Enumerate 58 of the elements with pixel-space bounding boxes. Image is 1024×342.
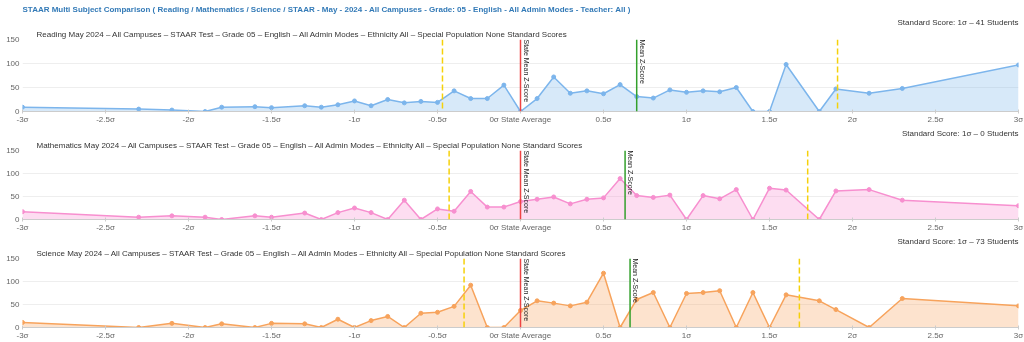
chart-title: Science May 2024 – All Campuses – STAAR Test – Grade 05 – English – All Admin Modes – Ethnicity All – Special Population None Standard Scores [36,249,566,258]
x-tick-label: 1.5σ [761,222,778,232]
y-tick-label: 100 [6,277,21,286]
x-tick-label: 2σ [847,114,858,124]
x-tick-label: -1.5σ [262,114,281,124]
x-tick-label: 3σ [1013,114,1024,124]
x-tick-label: -0.5σ [428,330,447,340]
x-tick-label: -2.5σ [96,330,115,340]
x-tick-label: 1σ [681,114,692,124]
y-tick-label: 50 [10,192,21,201]
y-tick-label: 0 [15,107,21,116]
x-tick-label: 2σ [847,222,858,232]
x-tick-label: 1.5σ [761,114,778,124]
x-tick-label: 1σ [681,222,692,232]
x-tick-label: 3σ [1013,330,1024,340]
x-tick-label: 0.5σ [595,114,612,124]
x-tick-label: -1σ [348,330,361,340]
x-tick-label: 0σ State Average [489,222,552,232]
y-tick-label: 50 [10,300,21,309]
x-tick-label: 2.5σ [927,114,944,124]
x-tick-label: -2.5σ [96,114,115,124]
chart-title: Mathematics May 2024 – All Campuses – STAAR Test – Grade 05 – English – All Admin Modes – Ethnicity All – Special Population None Standard Scores [36,141,583,150]
x-tick-label: -1.5σ [262,330,281,340]
x-tick-label: -1σ [348,222,361,232]
x-tick-label: -2.5σ [96,222,115,232]
text: STAAR Multi Subject Comparison ( Reading / Mathematics / Science / STAAR - May - 2024 - All Campuses - Grade: 05 - English - All Admin Modes - Teacher: All ) [22,4,631,14]
y-tick-label: 100 [6,59,21,68]
x-tick-label: 2.5σ [927,222,944,232]
x-tick-label: -2σ [182,114,195,124]
x-tick-label: -0.5σ [428,114,447,124]
chart-subtitle: Standard Score: 1σ – 0 Students [901,129,1019,138]
x-tick-label: -3σ [16,222,29,232]
x-tick-label: 1.5σ [761,330,778,340]
x-tick-label: -1.5σ [262,222,281,232]
x-tick-label: 0.5σ [595,222,612,232]
chart-subtitle: Standard Score: 1σ – 41 Students [897,18,1019,27]
x-tick-label: -0.5σ [428,222,447,232]
x-tick-label: -2σ [182,222,195,232]
y-tick-label: 50 [10,83,21,92]
x-tick-label: -3σ [16,330,29,340]
x-tick-label: 2.5σ [927,330,944,340]
x-tick-label: 0σ State Average [489,114,552,124]
x-tick-label: 0.5σ [595,330,612,340]
x-tick-label: 2σ [847,330,858,340]
y-tick-label: 150 [6,146,21,155]
x-tick-label: 0σ State Average [489,330,552,340]
y-tick-label: 0 [15,323,21,332]
y-tick-label: 150 [6,254,21,263]
y-tick-label: 100 [6,169,21,178]
chart-subtitle: Standard Score: 1σ – 73 Students [897,237,1019,246]
x-tick-label: -3σ [16,114,29,124]
x-tick-label: 3σ [1013,222,1024,232]
x-tick-label: -1σ [348,114,361,124]
chart-title: Reading May 2024 – All Campuses – STAAR Test – Grade 05 – English – All Admin Modes – Ethnicity All – Special Population None Standard Scores [36,30,567,39]
x-tick-label: 1σ [681,330,692,340]
y-tick-label: 0 [15,215,21,224]
y-tick-label: 150 [6,35,21,44]
x-tick-label: -2σ [182,330,195,340]
